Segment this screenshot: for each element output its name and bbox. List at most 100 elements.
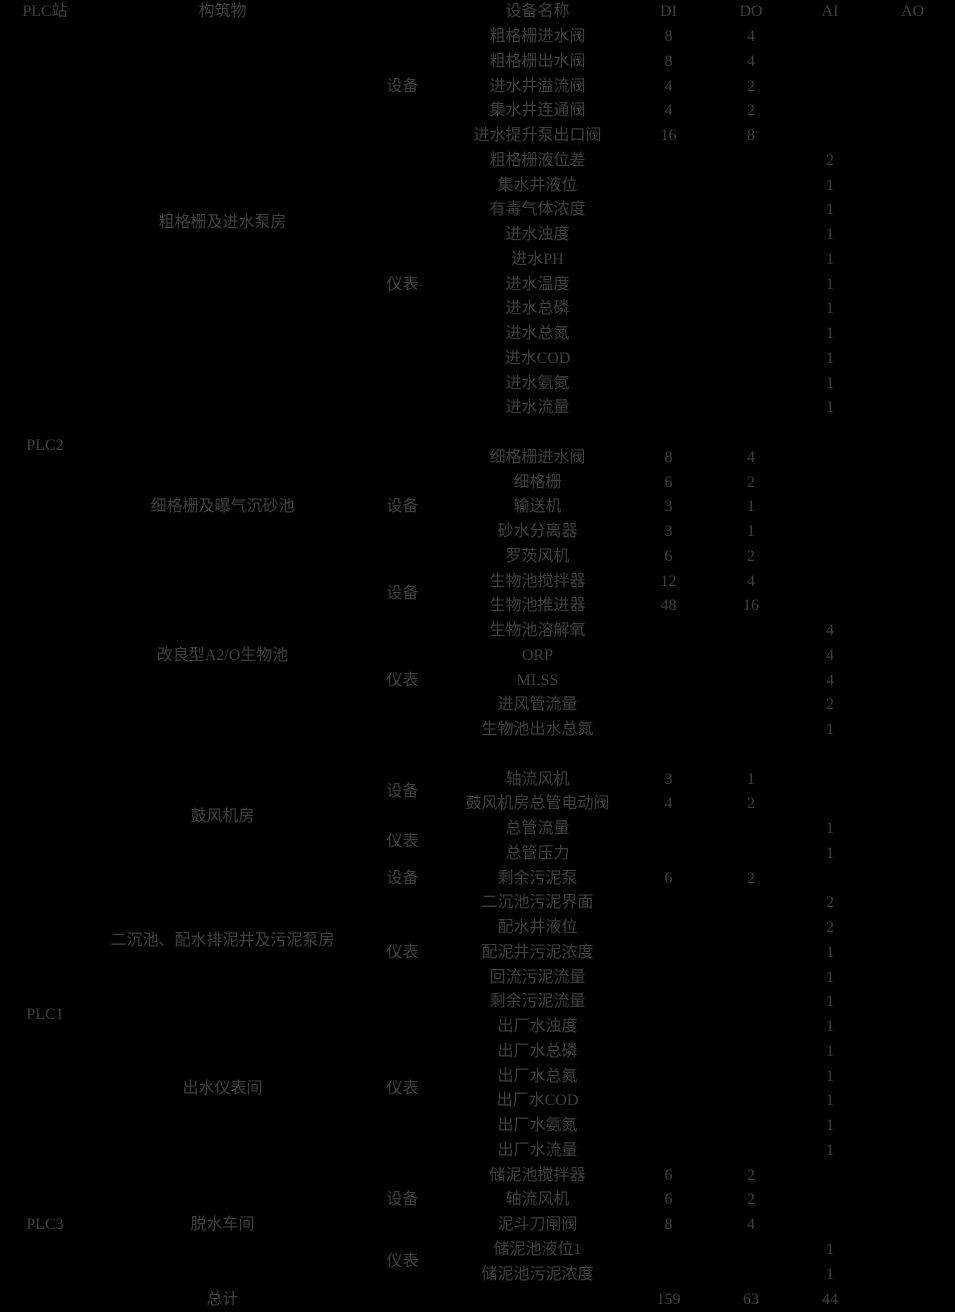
di-count-cell: 4 [664, 102, 673, 120]
structure-cell: 二沉池、配水排泥井及污泥泵房 [110, 931, 335, 949]
device-name-cell: 出厂水总氮 [497, 1067, 578, 1085]
do-count-cell: 4 [747, 28, 755, 46]
category-cell: 设备 [386, 1191, 419, 1209]
ai-count-cell: 1 [826, 201, 834, 219]
table-row: 进水总磷 1 [0, 297, 955, 322]
device-name-cell: 出厂水氨氮 [497, 1117, 578, 1135]
table-row: 出厂水COD 1 [0, 1089, 955, 1114]
structure-cell: 细格栅及曝气沉砂池 [150, 498, 295, 516]
do-count-cell [712, 1040, 790, 1065]
di-count-cell [625, 693, 712, 718]
ai-count-cell: 1 [826, 721, 834, 739]
ao-count-cell [870, 990, 955, 1015]
column-header-di: DI [660, 3, 677, 21]
ao-count-cell [870, 396, 955, 421]
do-count-cell [712, 965, 790, 990]
di-count-cell: 3 [664, 498, 673, 516]
do-count-cell: 2 [747, 77, 755, 95]
do-count-cell: 2 [747, 473, 755, 491]
total-ai-cell: 44 [822, 1290, 838, 1308]
di-count-cell: 6 [664, 1191, 673, 1209]
table-header: PLC站 构筑物 设备名称 DI DO AI AO [0, 0, 955, 25]
table-row: 粗格栅出水阀 8 4 [0, 50, 955, 75]
ai-count-cell [790, 520, 870, 545]
ai-count-cell: 1 [826, 844, 834, 862]
table-row: 仪表 储泥池液位1 1 [0, 1238, 955, 1269]
category-cell: 仪表 [386, 1080, 419, 1097]
do-count-cell [712, 718, 790, 743]
table-row: 生物池推进器 48 16 [0, 594, 955, 619]
di-count-cell: 3 [664, 523, 673, 541]
category-cell: 设备 [386, 783, 419, 800]
di-count-cell: 6 [664, 473, 673, 491]
device-name-cell: 回流污泥流量 [489, 968, 586, 986]
device-name-cell: 配泥井污泥浓度 [481, 943, 594, 961]
ao-count-cell [870, 495, 955, 520]
category-cell: 仪表 [386, 943, 419, 961]
do-count-cell: 4 [747, 1216, 755, 1234]
category-cell: 仪表 [386, 1253, 419, 1271]
ao-count-cell [870, 470, 955, 495]
di-count-cell [625, 198, 712, 223]
di-count-cell [625, 1089, 712, 1114]
device-name-cell: 集水井液位 [497, 176, 578, 194]
ao-count-cell [870, 1064, 955, 1089]
total-plc-cell [0, 1287, 90, 1312]
plc-cell: PLC3 [26, 1216, 64, 1234]
ao-count-cell [870, 941, 955, 966]
column-header-ao: AO [900, 3, 925, 21]
di-count-cell [625, 941, 712, 966]
do-count-cell [712, 297, 790, 322]
table-row: 进水总氮 1 [0, 322, 955, 347]
ao-count-cell [870, 594, 955, 619]
di-count-cell [625, 1064, 712, 1089]
structure-cell: 鼓风机房 [190, 807, 255, 825]
do-count-cell: 2 [747, 1166, 755, 1184]
table-row: 有毒气体浓度 1 [0, 198, 955, 223]
header-row: PLC站 构筑物 设备名称 DI DO AI AO [0, 0, 955, 25]
ao-count-cell [870, 1188, 955, 1213]
ai-count-cell: 1 [826, 1117, 834, 1135]
di-count-cell [625, 891, 712, 916]
table-row: PLC1 二沉池、配水排泥井及污泥泵房 设备 剩余污泥泵 6 2 [0, 866, 955, 1022]
spacer-row [0, 421, 955, 446]
ai-count-cell [790, 1163, 870, 1188]
device-name-cell: 有毒气体浓度 [489, 201, 586, 219]
ao-count-cell [870, 25, 955, 50]
di-count-cell [625, 990, 712, 1015]
ao-count-cell [870, 1040, 955, 1065]
ai-count-cell: 1 [826, 820, 834, 838]
ai-count-cell: 1 [826, 1141, 834, 1159]
device-name-cell: 细格栅 [513, 473, 562, 491]
table-body: PLC2 粗格栅及进水泵房 设备 粗格栅进水阀 8 4 粗格栅出水阀 8 4 进水井溢流阀 4 2 集水… [0, 25, 955, 1312]
device-name-cell: 储泥池污泥浓度 [481, 1265, 594, 1283]
ai-count-cell: 1 [826, 325, 834, 343]
di-count-cell [625, 173, 712, 198]
total-label-cell: 总计 [206, 1290, 239, 1308]
ao-count-cell [870, 124, 955, 149]
ao-count-cell [870, 248, 955, 273]
di-count-cell: 12 [660, 572, 677, 590]
ai-count-cell [790, 569, 870, 594]
ai-count-cell: 2 [826, 919, 834, 937]
ai-count-cell: 1 [826, 1240, 834, 1258]
column-header-structure: 构筑物 [198, 3, 247, 21]
category-cell: 仪表 [386, 671, 419, 689]
device-name-cell: 进水井溢流阀 [489, 77, 586, 95]
do-count-cell [712, 149, 790, 174]
table-row: 回流污泥流量 1 [0, 965, 955, 990]
structure-cell: 出水仪表间 [182, 1080, 263, 1097]
device-name-cell: ORP [521, 646, 554, 664]
do-count-cell [712, 842, 790, 867]
ai-count-cell [790, 792, 870, 817]
ao-count-cell [870, 1015, 955, 1040]
do-count-cell [712, 347, 790, 372]
device-name-cell: 细格栅进水阀 [489, 448, 586, 466]
total-category-cell [355, 1287, 450, 1312]
ao-count-cell [870, 817, 955, 842]
do-count-cell [712, 990, 790, 1015]
di-count-cell [625, 223, 712, 248]
device-name-cell: 储泥池搅拌器 [489, 1166, 586, 1184]
di-count-cell [625, 1139, 712, 1164]
do-count-cell: 1 [747, 523, 755, 541]
